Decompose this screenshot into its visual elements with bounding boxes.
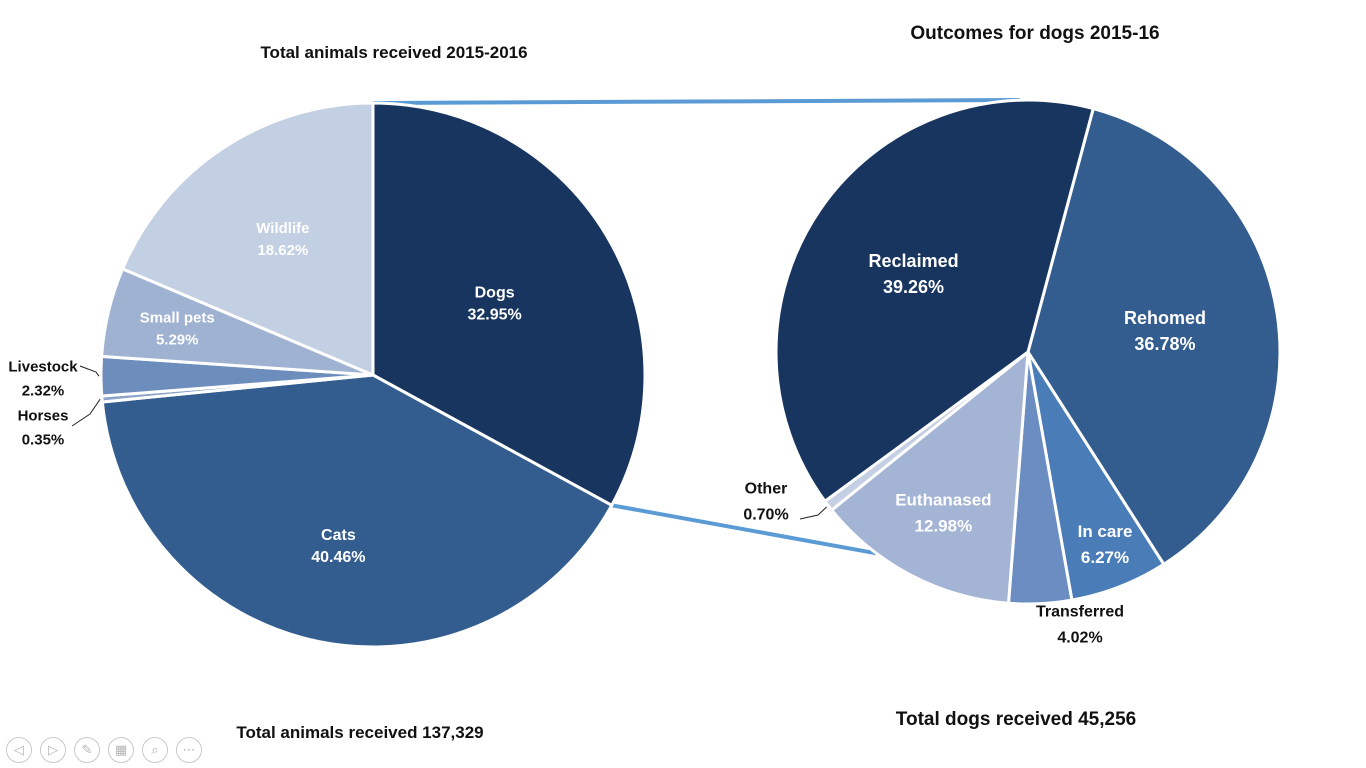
dog-outcomes-pie: Rehomed 36.78% In care 6.27% Transferred 4.02… xyxy=(743,98,1282,647)
slice-label-other: Other xyxy=(745,481,788,498)
slice-value-small-pets: 5.29% xyxy=(156,331,199,348)
next-icon: ▷ xyxy=(48,742,58,758)
leader-line-other xyxy=(799,506,828,520)
magnifier-icon: ⌕ xyxy=(151,742,159,758)
pie-slice-dogs xyxy=(371,101,647,507)
slice-label-cats: Cats xyxy=(321,527,356,544)
slice-value-rehomed: 36.78% xyxy=(1134,334,1195,354)
slice-value-dogs: 32.95% xyxy=(468,306,522,323)
next-slide-button[interactable]: ▷ xyxy=(40,737,66,763)
previous-slide-button[interactable]: ◁ xyxy=(6,737,32,763)
pie-slice-cats xyxy=(100,373,614,649)
connector-line-top xyxy=(372,98,1021,105)
pen-icon: ✎ xyxy=(81,742,93,758)
see-all-slides-button[interactable]: ▦ xyxy=(108,737,134,763)
slice-label-in-care: In care xyxy=(1078,522,1133,541)
grid-icon: ▦ xyxy=(114,742,128,758)
leader-line-livestock xyxy=(79,365,100,377)
slideshow-controls: ◁ ▷ ✎ ▦ ⌕ ⋯ xyxy=(6,735,202,765)
more-options-button[interactable]: ⋯ xyxy=(176,737,202,763)
slice-value-cats: 40.46% xyxy=(311,549,365,566)
pie-slice-reclaimed xyxy=(774,98,1095,503)
slice-value-livestock: 2.32% xyxy=(22,382,65,399)
chart-title-dog-outcomes: Outcomes for dogs 2015-16 xyxy=(910,23,1159,44)
leader-line-horses xyxy=(71,398,101,427)
slice-value-other: 0.70% xyxy=(743,507,788,524)
slice-label-reclaimed: Reclaimed xyxy=(869,251,959,271)
slice-label-livestock: Livestock xyxy=(8,358,78,375)
animals-received-pie: Dogs 32.95% Cats 40.46% Horses 0.35% Livestock… xyxy=(8,101,647,649)
slice-label-horses: Horses xyxy=(18,407,69,424)
chart-title-animals: Total animals received 2015-2016 xyxy=(260,43,527,62)
pie-slice-wildlife xyxy=(121,101,375,377)
pie-slice-euthanased xyxy=(830,350,1030,605)
slice-label-rehomed: Rehomed xyxy=(1124,308,1206,328)
slice-label-euthanased: Euthanased xyxy=(895,490,991,509)
pen-tool-button[interactable]: ✎ xyxy=(74,737,100,763)
slice-label-transferred: Transferred xyxy=(1036,604,1124,621)
slice-value-reclaimed: 39.26% xyxy=(883,277,944,297)
slice-value-horses: 0.35% xyxy=(22,431,65,448)
slice-value-euthanased: 12.98% xyxy=(915,516,973,535)
total-dogs-footer: Total dogs received 45,256 xyxy=(896,709,1136,730)
total-animals-footer: Total animals received 137,329 xyxy=(236,723,483,742)
zoom-button[interactable]: ⌕ xyxy=(142,737,168,763)
slice-label-dogs: Dogs xyxy=(475,284,515,301)
slice-value-transferred: 4.02% xyxy=(1057,630,1102,647)
connector-line-bottom xyxy=(611,503,877,556)
ellipsis-icon: ⋯ xyxy=(182,742,196,758)
slice-value-in-care: 6.27% xyxy=(1081,548,1129,567)
slice-label-wildlife: Wildlife xyxy=(256,220,309,237)
slice-label-small-pets: Small pets xyxy=(140,309,215,326)
previous-icon: ◁ xyxy=(14,742,24,758)
slice-value-wildlife: 18.62% xyxy=(257,242,308,259)
